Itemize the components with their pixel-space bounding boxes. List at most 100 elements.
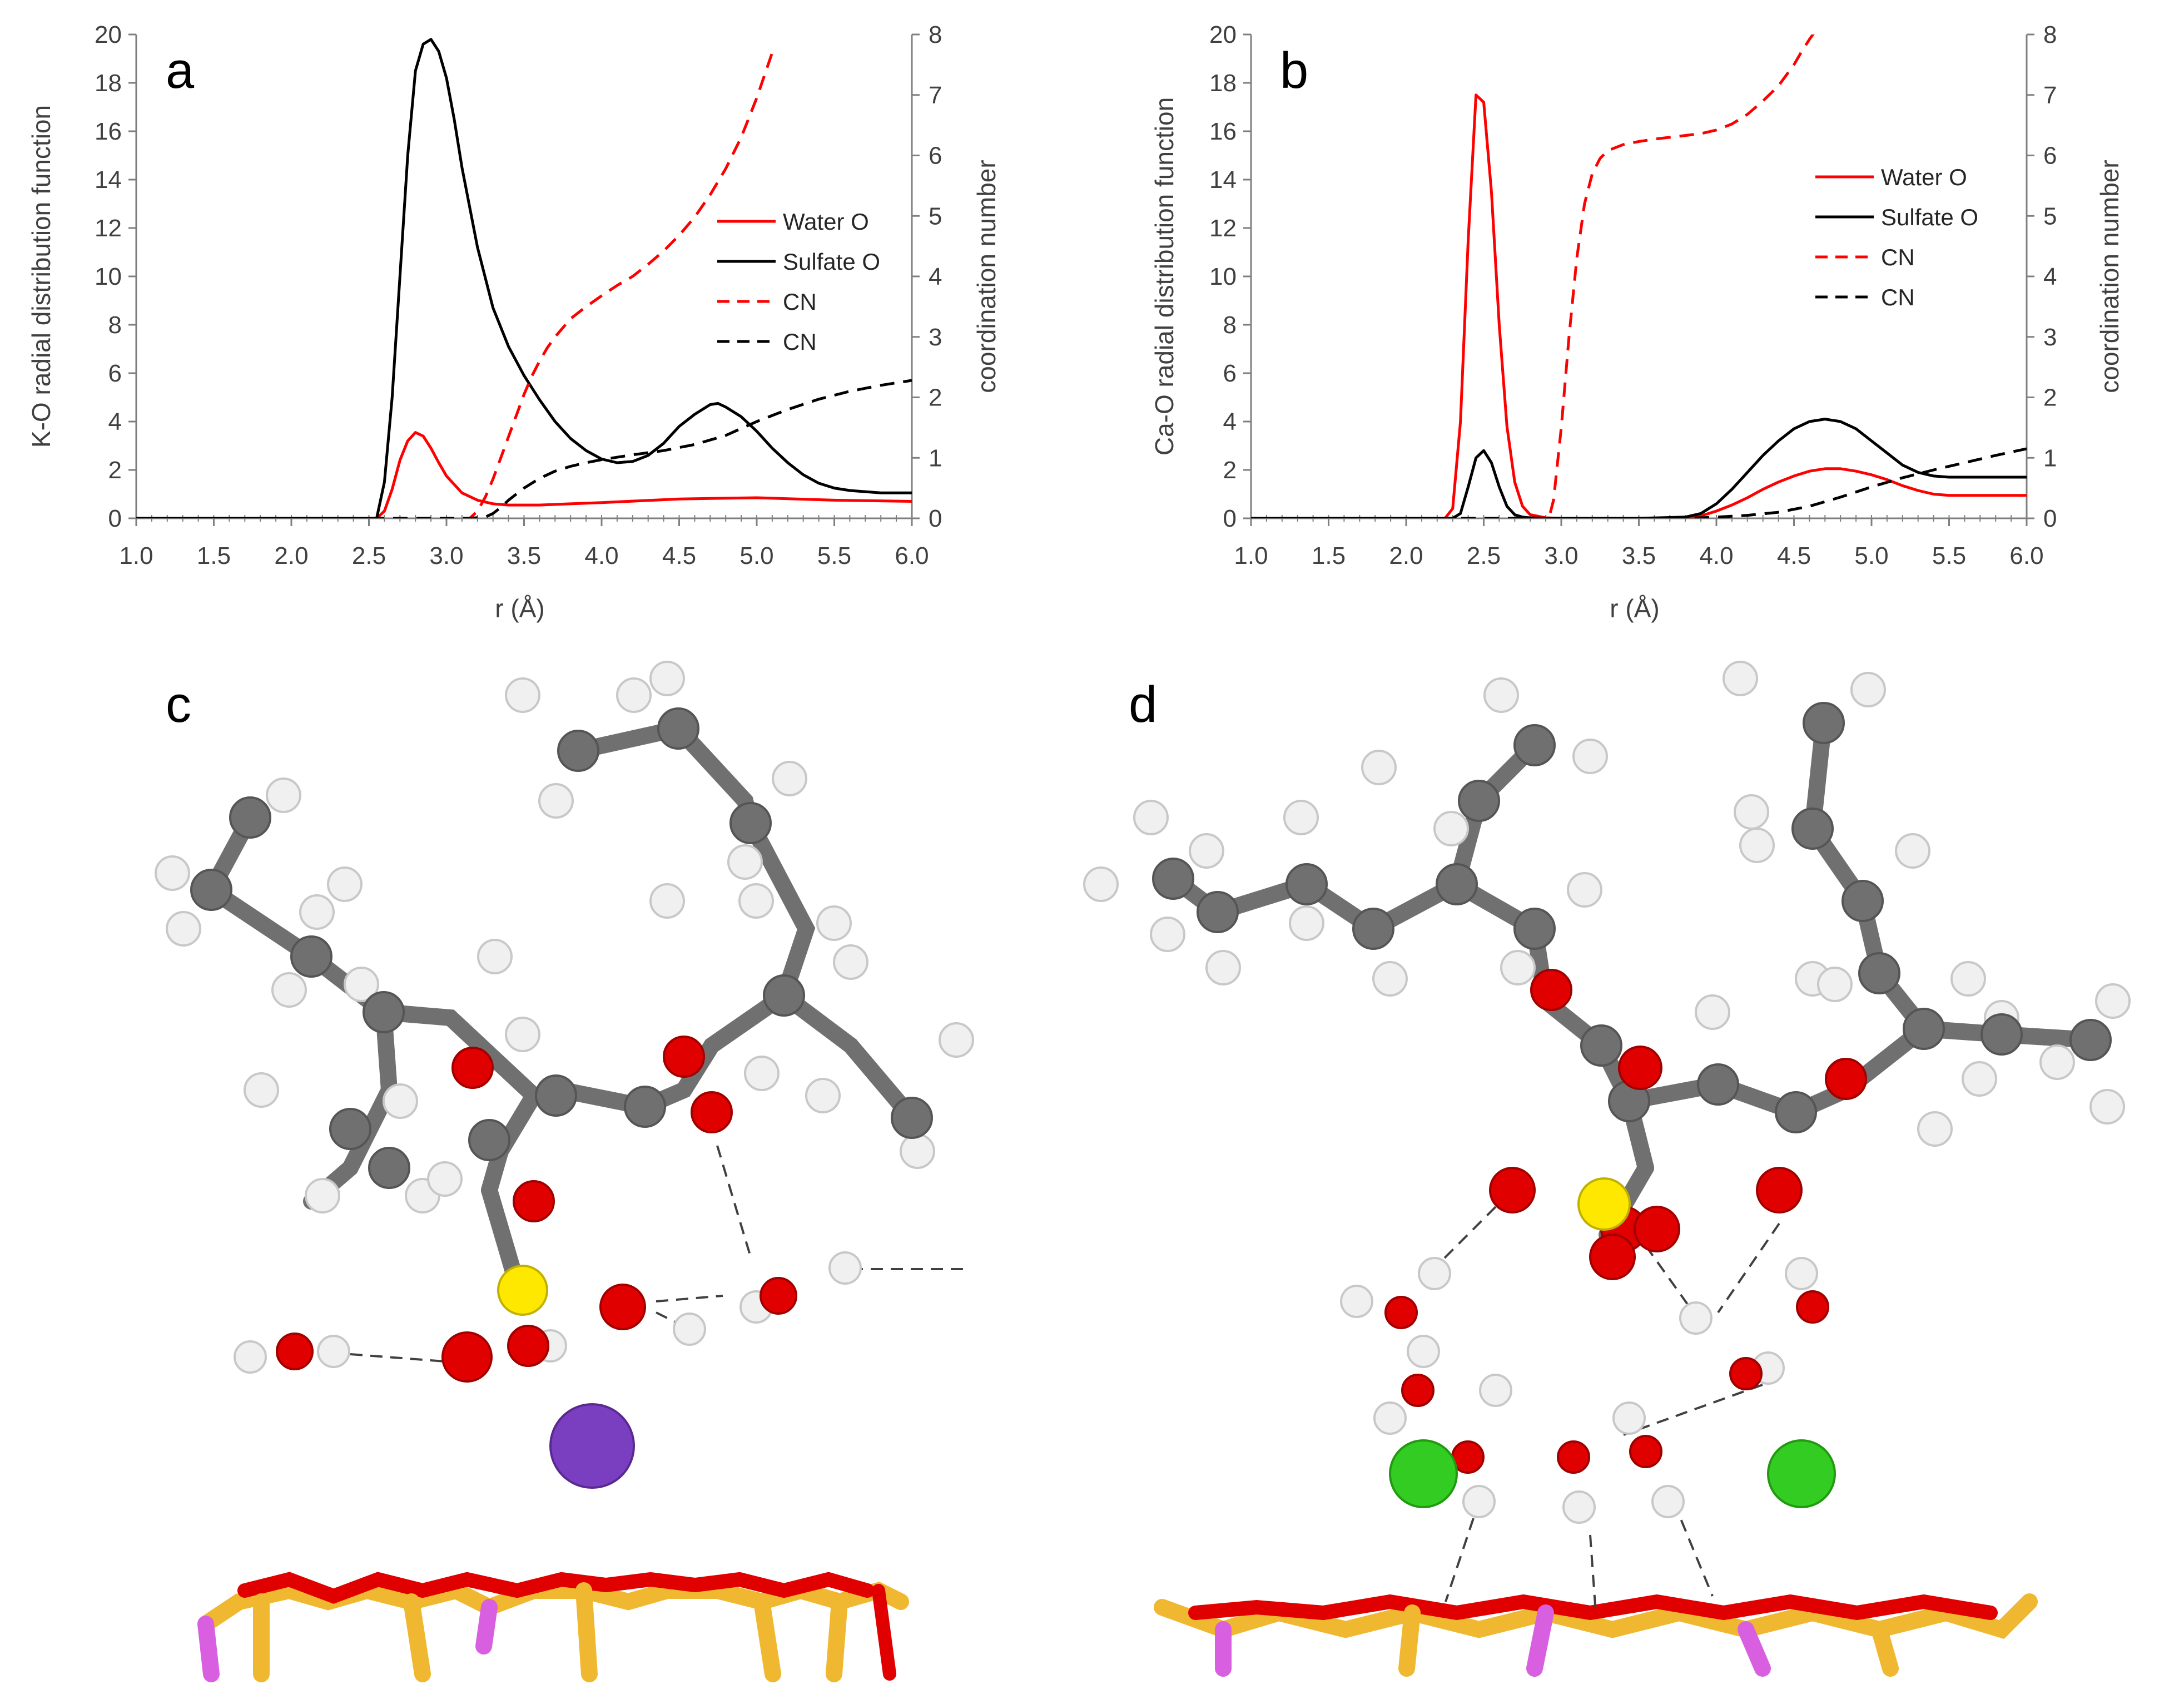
panel-label-c: c <box>166 676 191 733</box>
x-tick-label: 5.0 <box>739 542 773 569</box>
x-tick-label: 2.5 <box>352 542 386 569</box>
y2-tick-label: 0 <box>929 505 942 532</box>
chart-b: b r (Å) Ca-O radial distribution functio… <box>1150 21 2124 623</box>
y-tick-label: 14 <box>1209 166 1237 194</box>
y-tick-label: 6 <box>108 360 122 387</box>
y-tick-label: 20 <box>1209 21 1237 48</box>
legend-label: CN <box>1881 244 1915 270</box>
sulfur-atom-d <box>1577 1177 1631 1231</box>
x-tick-label: 2.0 <box>1389 542 1423 569</box>
series-line-cn-2 <box>136 52 774 518</box>
y-tick-label: 18 <box>95 70 122 97</box>
x-tick-label: 1.5 <box>197 542 231 569</box>
series-line-0 <box>1251 93 2027 518</box>
y-tick-label: 12 <box>95 215 122 242</box>
y2-tick-label: 7 <box>929 82 942 109</box>
y2-tick-label: 5 <box>2043 202 2057 230</box>
x-tick-label: 1.5 <box>1312 542 1346 569</box>
carbon-atoms-d <box>1152 702 2112 1133</box>
series-line-cn-3 <box>1251 447 2027 518</box>
x-tick-label: 5.0 <box>1854 542 1888 569</box>
x-tick-label: 4.0 <box>1699 542 1733 569</box>
y2-tick-label: 6 <box>2043 142 2057 170</box>
y2-tick-label: 2 <box>2043 384 2057 412</box>
x-tick-label: 6.0 <box>895 542 929 569</box>
panel-label-d: d <box>1129 676 1157 733</box>
hydrogen-atoms-c <box>155 661 974 1374</box>
legend-label: CN <box>783 329 817 355</box>
legend-label: Water O <box>1881 164 1967 190</box>
x-axis-title-b: r (Å) <box>1610 594 1659 623</box>
calcium-ion-right <box>1767 1439 1836 1508</box>
x-tick-label: 1.0 <box>1234 542 1268 569</box>
series-line-1 <box>1251 418 2027 518</box>
y-tick-label: 2 <box>108 457 122 484</box>
legend-label: CN <box>1881 284 1915 310</box>
legend-label: Sulfate O <box>1881 204 1978 230</box>
y2-tick-label: 3 <box>929 324 942 351</box>
y-tick-label: 14 <box>95 166 122 194</box>
carbon-atoms-c <box>190 707 933 1189</box>
y-tick-label: 10 <box>1209 263 1237 290</box>
legend-label: CN <box>783 289 817 315</box>
x-tick-label: 3.5 <box>1622 542 1656 569</box>
x-tick-label: 2.0 <box>274 542 308 569</box>
y2-tick-label: 6 <box>929 142 942 170</box>
panel-label-a: a <box>166 42 195 99</box>
series-line-0 <box>136 431 912 518</box>
y-tick-label: 16 <box>1209 118 1237 145</box>
x-tick-label: 1.0 <box>119 542 153 569</box>
y-axis-title-b: Ca-O radial distribution function <box>1150 97 1179 455</box>
x-tick-label: 4.5 <box>662 542 696 569</box>
x-tick-label: 4.5 <box>1777 542 1811 569</box>
y2-tick-label: 7 <box>2043 82 2057 109</box>
y2-tick-label: 4 <box>929 263 942 290</box>
y-tick-label: 2 <box>1223 457 1237 484</box>
series-line-cn-2 <box>1251 34 1815 518</box>
y2-tick-label: 5 <box>929 202 942 230</box>
y2-tick-label: 1 <box>2043 444 2057 472</box>
y-tick-label: 8 <box>108 311 122 339</box>
y-tick-label: 20 <box>95 21 122 48</box>
y2-axis-title-a: coordination number <box>972 160 1001 393</box>
plot-area <box>1251 34 2027 518</box>
x-tick-label: 2.5 <box>1467 542 1501 569</box>
y-tick-label: 18 <box>1209 70 1237 97</box>
y2-tick-label: 4 <box>2043 263 2057 290</box>
x-tick-label: 3.5 <box>507 542 541 569</box>
potassium-ion <box>549 1403 635 1489</box>
legend: Water O Sulfate O CN CN <box>717 209 880 355</box>
x-tick-label: 6.0 <box>2009 542 2043 569</box>
y2-axis-title-b: coordination number <box>2095 160 2124 393</box>
mineral-surface-d <box>1154 1593 2038 1677</box>
plot-area <box>136 38 912 518</box>
x-tick-label: 4.0 <box>584 542 618 569</box>
legend-label: Sulfate O <box>783 249 880 275</box>
panel-label-b: b <box>1280 42 1308 99</box>
chart-a: a r (Å) K-O radial distribution function… <box>27 21 1001 623</box>
hydrogen-atoms-d <box>1083 661 2131 1524</box>
mineral-surface-c <box>197 1572 909 1682</box>
y2-tick-label: 3 <box>2043 324 2057 351</box>
x-tick-label: 5.5 <box>817 542 851 569</box>
series-line-cn-3 <box>136 379 912 518</box>
sulfur-atom-c <box>497 1265 548 1316</box>
x-axis-title-a: r (Å) <box>495 594 544 623</box>
y-tick-label: 16 <box>95 118 122 145</box>
x-tick-label: 3.0 <box>429 542 463 569</box>
panel-c-molecular-image: c <box>155 661 974 1682</box>
y-tick-label: 4 <box>1223 408 1237 435</box>
x-tick-label: 3.0 <box>1544 542 1578 569</box>
series-line-1 <box>136 38 912 518</box>
y-tick-label: 10 <box>95 263 122 290</box>
y2-tick-label: 1 <box>929 444 942 472</box>
panel-d-molecular-image: d <box>1083 661 2131 1677</box>
y-tick-label: 0 <box>108 505 122 532</box>
oxygen-atoms-d <box>1384 969 1867 1474</box>
y-tick-label: 12 <box>1209 215 1237 242</box>
oxygen-atoms-c <box>276 1036 797 1383</box>
y-tick-label: 6 <box>1223 360 1237 387</box>
calcium-ion-left <box>1389 1439 1458 1508</box>
y2-tick-label: 8 <box>2043 21 2057 48</box>
